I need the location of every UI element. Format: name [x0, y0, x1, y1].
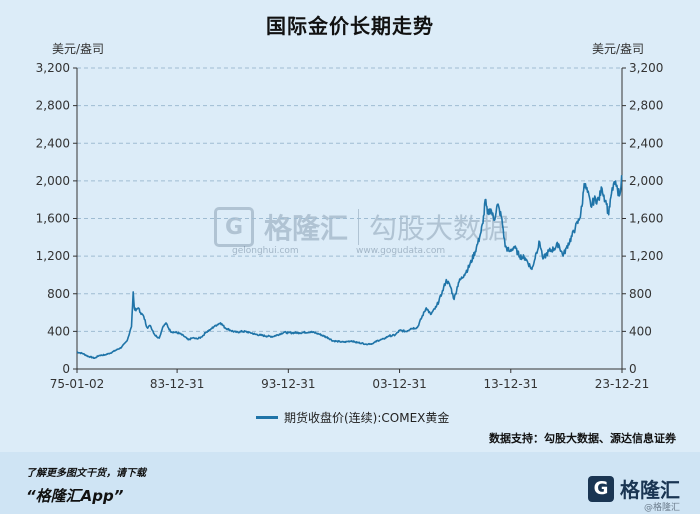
footer-hint: 了解更多图文干货，请下载	[26, 468, 146, 479]
gold-price-chart: 0 400 800 1,200 1,600 2,000 2,400 2,800 3,200 0 4…	[36, 61, 664, 391]
chart-title: 国际金价长期走势	[266, 14, 434, 38]
right-y-ticks: 0 400 800 1,200 1,600 2,000 2,400 2,800 3,200	[622, 61, 663, 376]
chart-card: 国际金价长期走势 美元/盎司 美元/盎司 G 格隆汇 勾股大数据 gelongh…	[0, 0, 700, 452]
right-tick-label: 0	[629, 362, 637, 376]
x-tick-label: 93-12-31	[261, 377, 315, 391]
right-tick-label: 800	[629, 287, 652, 301]
legend-label: 期货收盘价(连续):COMEX黄金	[284, 411, 450, 425]
left-tick-label: 0	[62, 362, 70, 376]
right-tick-label: 2,000	[629, 174, 663, 188]
legend: 期货收盘价(连续):COMEX黄金	[256, 409, 449, 426]
gridlines	[76, 67, 623, 370]
left-tick-label: 2,400	[36, 136, 70, 150]
legend-swatch	[256, 416, 278, 419]
left-tick-label: 800	[47, 287, 70, 301]
right-tick-label: 400	[629, 324, 652, 338]
footer-small-credit: @格隆汇	[644, 503, 681, 513]
logo-text: 格隆汇	[620, 478, 680, 502]
left-tick-label: 1,200	[36, 249, 70, 263]
left-tick-label: 1,600	[36, 212, 70, 226]
series-line-comex-gold	[76, 175, 623, 359]
left-tick-label: 2,000	[36, 174, 70, 188]
logo-g-icon: G	[588, 475, 614, 502]
right-tick-label: 1,600	[629, 212, 663, 226]
x-tick-label: 83-12-31	[150, 377, 204, 391]
x-tick-label: 75-01-02	[50, 377, 104, 391]
left-tick-label: 400	[47, 324, 70, 338]
footer-app-name: “格隆汇App”	[26, 487, 124, 505]
left-tick-label: 3,200	[36, 61, 70, 75]
x-tick-label: 23-12-21	[595, 377, 649, 391]
footer-logo: G 格隆汇	[588, 474, 680, 503]
x-ticks: 75-01-02 83-12-31 93-12-31 03-12-31 13-12-31…	[50, 369, 649, 391]
right-tick-label: 1,200	[629, 249, 663, 263]
x-tick-label: 13-12-31	[484, 377, 538, 391]
right-tick-label: 2,800	[629, 99, 663, 113]
left-tick-label: 2,800	[36, 99, 70, 113]
left-axis-unit: 美元/盎司	[52, 42, 105, 56]
footer: 了解更多图文干货，请下载 “格隆汇App” G 格隆汇 @格隆汇	[0, 452, 700, 514]
right-tick-label: 3,200	[629, 61, 663, 75]
watermark-brand-url: gelonghui.com	[232, 246, 299, 256]
watermark-partner-url: www.gogudata.com	[356, 246, 446, 256]
data-source: 数据支持：勾股大数据、源达信息证券	[489, 432, 676, 445]
right-tick-label: 2,400	[629, 136, 663, 150]
left-y-ticks: 0 400 800 1,200 1,600 2,000 2,400 2,800 3,200	[36, 61, 77, 376]
x-tick-label: 03-12-31	[372, 377, 426, 391]
right-axis-unit: 美元/盎司	[592, 42, 645, 56]
